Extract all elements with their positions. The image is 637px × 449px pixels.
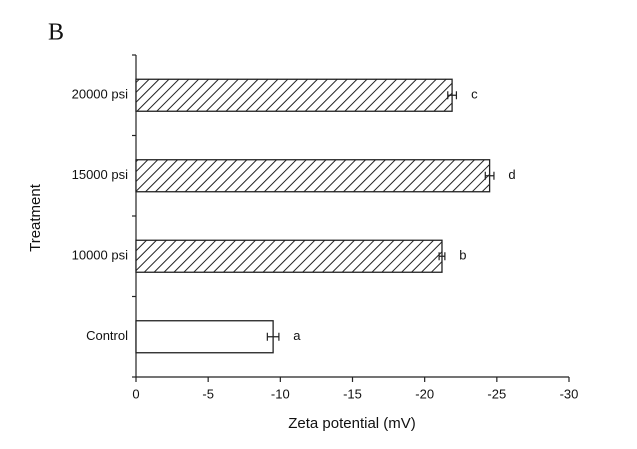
x-tick-label: -5 (202, 386, 214, 401)
x-tick-label: -15 (343, 386, 362, 401)
x-tick-label: -20 (415, 386, 434, 401)
significance-letter: a (293, 328, 301, 343)
error-bar (266, 332, 280, 341)
x-tick-label: -25 (487, 386, 506, 401)
significance-letter: d (508, 167, 515, 182)
x-tick-label: -30 (560, 386, 579, 401)
y-tick-label: 15000 psi (72, 167, 128, 182)
bar (135, 159, 491, 193)
y-tick-label: 10000 psi (72, 248, 128, 263)
x-tick-label: -10 (271, 386, 290, 401)
panel-label: B (48, 20, 64, 46)
significance-letter: c (471, 87, 478, 102)
error-bar (438, 252, 446, 261)
bar (135, 320, 274, 354)
x-axis-label: Zeta potential (mV) (288, 415, 416, 432)
significance-letter: b (459, 248, 466, 263)
bar (135, 239, 443, 273)
y-axis-label: Treatment (27, 183, 44, 252)
y-tick-label: Control (86, 328, 128, 343)
y-tick-label: 20000 psi (72, 87, 128, 102)
x-tick-label: 0 (132, 386, 139, 401)
error-bar (447, 91, 458, 100)
bar (135, 78, 453, 112)
error-bar (484, 171, 495, 180)
